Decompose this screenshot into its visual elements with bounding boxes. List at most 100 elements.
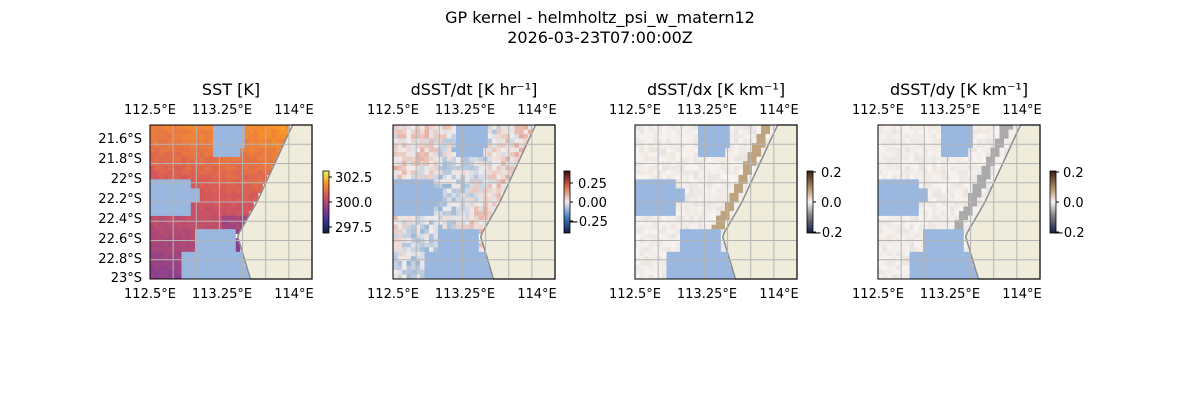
masked-cell [716, 260, 721, 266]
masked-cell [662, 206, 667, 212]
masked-cell [927, 233, 933, 239]
panel-dsst-dx: dSST/dx [K km⁻¹] 112.5°E 113.25°E 114°E … [609, 80, 843, 302]
masked-cell [474, 269, 479, 275]
masked-cell [172, 192, 178, 198]
heatmap-cell [995, 125, 1000, 130]
masked-cell [707, 152, 712, 158]
masked-cell [406, 183, 412, 189]
heatmap-cell [474, 170, 479, 176]
heatmap-cell [154, 138, 160, 144]
heatmap-cell [249, 197, 254, 203]
heatmap-cell [154, 242, 160, 248]
heatmap-cell [420, 170, 425, 176]
heatmap-cell [226, 183, 232, 189]
heatmap-cell [267, 170, 272, 176]
heatmap-cell [639, 147, 645, 153]
heatmap-cell [887, 242, 892, 248]
heatmap-cell [199, 156, 205, 162]
heatmap-cell [258, 138, 263, 144]
heatmap-cell [415, 247, 421, 253]
heatmap-cell [276, 138, 281, 144]
masked-cell [465, 269, 470, 275]
heatmap-cell [406, 152, 412, 158]
heatmap-cell [896, 174, 901, 180]
heatmap-cell [271, 138, 277, 144]
masked-cell [671, 192, 676, 198]
heatmap-cell [235, 183, 241, 189]
heatmap-cell [438, 202, 443, 207]
masked-cell [429, 206, 434, 212]
heatmap-cell [258, 143, 263, 148]
masked-cell [954, 152, 960, 158]
masked-cell [411, 206, 416, 212]
heatmap-cell [657, 233, 663, 239]
masked-cell [954, 260, 960, 266]
heatmap-cell [253, 134, 259, 139]
heatmap-cell [887, 143, 892, 148]
masked-cell [456, 265, 461, 271]
heatmap-cell [429, 143, 434, 148]
heatmap-cell [424, 143, 430, 148]
masked-cell [433, 188, 439, 194]
masked-cell [181, 251, 187, 257]
heatmap-cell [698, 211, 703, 216]
heatmap-cell [397, 260, 403, 266]
heatmap-cell [887, 152, 892, 158]
masked-cell [469, 260, 475, 266]
masked-cell [235, 265, 241, 271]
masked-cell [972, 274, 978, 280]
heatmap-cell [510, 170, 515, 176]
masked-cell [424, 260, 430, 266]
masked-cell [222, 129, 227, 135]
masked-cell [887, 211, 892, 216]
heatmap-cell [891, 156, 897, 162]
heatmap-cell [684, 188, 690, 194]
masked-cell [231, 125, 236, 130]
heatmap-cell [222, 206, 227, 212]
masked-cell [163, 183, 169, 189]
masked-cell [720, 274, 726, 280]
masked-cell [936, 260, 942, 266]
heatmap-cell [765, 125, 771, 130]
masked-cell [231, 265, 236, 271]
heatmap-cell [262, 134, 268, 139]
heatmap-cell [469, 220, 475, 225]
masked-cell [213, 125, 218, 130]
heatmap-cell [720, 192, 726, 198]
heatmap-cell [519, 134, 524, 139]
heatmap-cell [406, 220, 412, 225]
masked-cell [186, 274, 191, 280]
heatmap-cell [671, 156, 676, 162]
heatmap-cell [900, 156, 906, 162]
masked-cell [644, 206, 649, 212]
heatmap-cell [159, 265, 164, 271]
heatmap-cell [496, 134, 502, 139]
heatmap-cell [981, 188, 987, 194]
heatmap-cell [244, 202, 250, 207]
masked-cell [684, 233, 690, 239]
heatmap-cell [887, 260, 892, 266]
heatmap-cell [671, 134, 676, 139]
heatmap-cell [918, 156, 924, 162]
masked-cell [465, 274, 470, 280]
heatmap-cell [415, 220, 421, 225]
heatmap-cell [258, 188, 263, 194]
heatmap-cell [689, 170, 694, 176]
masked-cell [150, 179, 155, 185]
masked-cell [923, 260, 928, 266]
masked-cell [711, 247, 717, 253]
heatmap-cell [447, 206, 452, 212]
heatmap-cell [657, 143, 663, 148]
masked-cell [469, 125, 475, 130]
heatmap-cell [671, 152, 676, 158]
masked-cell [208, 229, 214, 235]
heatmap-cell [927, 197, 933, 203]
heatmap-cell [177, 125, 182, 130]
masked-cell [393, 197, 398, 203]
heatmap-cell [195, 147, 200, 153]
heatmap-cell [662, 174, 667, 180]
masked-cell [635, 211, 640, 216]
masked-cell [653, 192, 658, 198]
heatmap-cell [150, 165, 155, 171]
heatmap-cell [909, 220, 915, 225]
